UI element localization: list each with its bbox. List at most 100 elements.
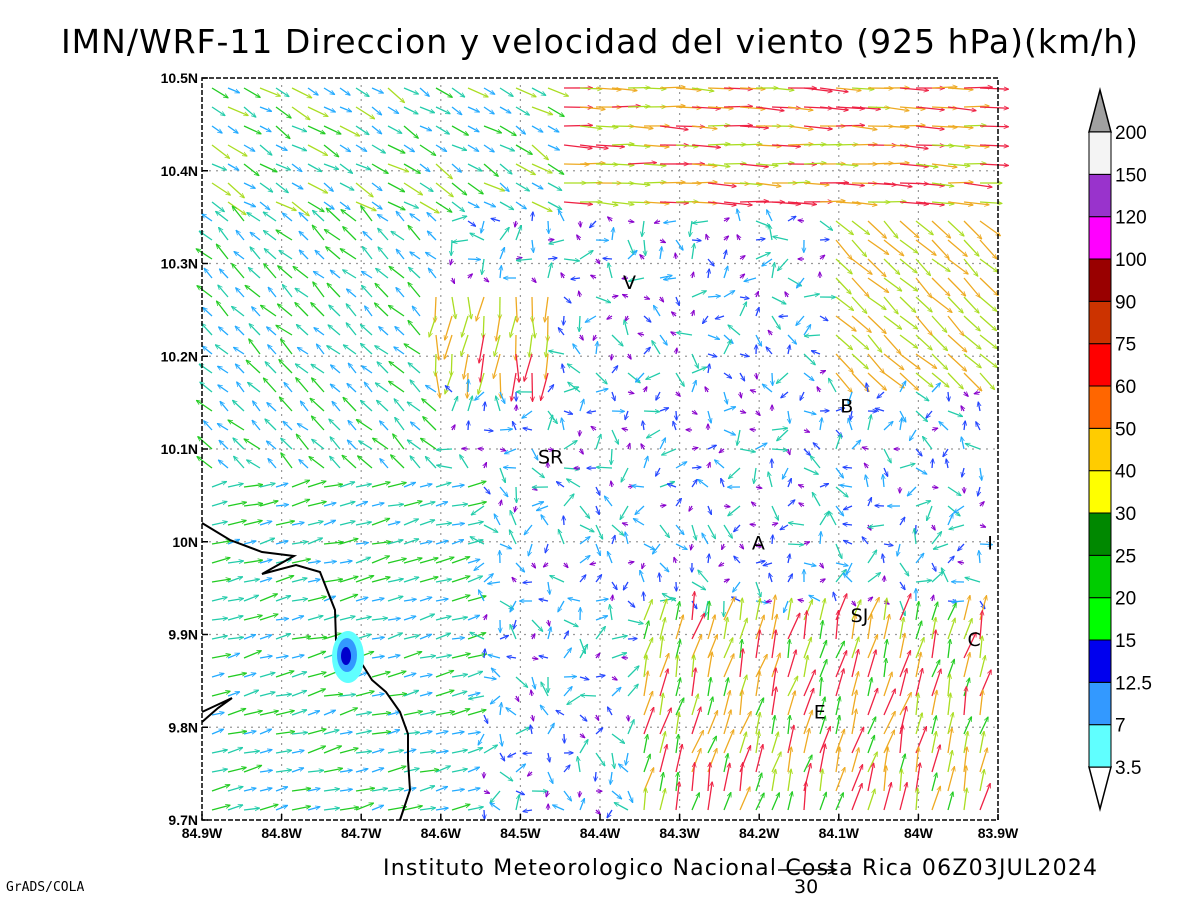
wind-vector xyxy=(625,315,628,321)
place-label: A xyxy=(752,533,765,555)
wind-vector xyxy=(339,694,356,696)
wind-vector xyxy=(851,637,859,659)
y-tick-label: 10.4N xyxy=(161,163,198,179)
wind-vector xyxy=(371,482,390,488)
x-tick-label: 84.3W xyxy=(659,825,700,841)
wind-vector xyxy=(965,577,981,583)
wind-vector xyxy=(739,183,762,185)
wind-vector xyxy=(296,325,309,336)
wind-vector xyxy=(452,277,454,283)
wind-vector xyxy=(723,678,728,697)
wind-vector xyxy=(558,210,565,222)
wind-vector xyxy=(771,523,778,525)
wind-vector xyxy=(218,385,229,393)
wind-vector xyxy=(611,353,612,360)
wind-vector xyxy=(664,221,677,223)
wind-vector xyxy=(348,363,357,374)
wind-vector xyxy=(579,740,588,754)
wind-vector xyxy=(219,227,229,241)
wind-vector xyxy=(835,258,852,274)
wind-vector xyxy=(771,145,800,147)
wind-vector xyxy=(211,713,224,715)
wind-vector xyxy=(494,514,501,526)
wind-vector xyxy=(483,163,498,176)
wind-vector xyxy=(481,220,485,233)
wind-vector xyxy=(264,249,277,260)
wind-vector xyxy=(579,291,580,298)
wind-vector xyxy=(323,710,335,716)
wind-vector xyxy=(931,745,940,773)
wind-vector xyxy=(219,440,229,450)
wind-vector xyxy=(435,182,453,197)
wind-vector xyxy=(423,417,437,431)
wind-vector xyxy=(275,770,291,772)
wind-vector xyxy=(947,296,963,313)
wind-vector xyxy=(299,250,309,260)
wind-vector xyxy=(275,619,288,620)
wind-vector xyxy=(515,562,525,572)
wind-vector xyxy=(387,671,406,678)
wind-vector xyxy=(624,320,629,336)
wind-vector xyxy=(403,690,419,697)
wind-vector xyxy=(373,438,389,450)
wind-vector xyxy=(509,530,517,545)
wind-vector xyxy=(708,554,709,564)
wind-vector xyxy=(371,713,391,715)
wind-vector xyxy=(499,429,512,430)
wind-vector xyxy=(394,347,405,355)
wind-vector xyxy=(452,425,455,431)
wind-vector xyxy=(659,106,685,107)
wind-vector xyxy=(374,303,389,317)
wind-vector xyxy=(963,619,972,640)
wind-vector xyxy=(979,164,1008,165)
wind-vector xyxy=(883,672,892,697)
wind-vector xyxy=(375,283,389,298)
wind-vector xyxy=(573,344,581,355)
wind-vector xyxy=(323,163,339,169)
wind-vector xyxy=(627,145,650,147)
wind-vector xyxy=(579,790,580,797)
wind-vector xyxy=(596,505,599,515)
wind-vector xyxy=(323,144,339,157)
wind-vector xyxy=(729,467,741,479)
wind-vector xyxy=(847,562,853,574)
wind-vector xyxy=(676,348,677,355)
wind-vector xyxy=(820,677,822,697)
colorbar-label: 7 xyxy=(1115,716,1126,737)
wind-vector xyxy=(723,340,731,355)
software-credit: GrADS/COLA xyxy=(6,880,85,895)
wind-vector xyxy=(515,505,516,512)
wind-vector xyxy=(371,732,391,734)
wind-vector xyxy=(899,651,912,678)
wind-vector xyxy=(947,410,963,416)
wind-vector xyxy=(346,304,357,317)
wind-vector xyxy=(835,87,861,91)
wind-vector xyxy=(563,516,564,526)
wind-vector xyxy=(675,698,684,716)
wind-vector xyxy=(511,421,517,431)
colorbar-swatch xyxy=(1088,131,1112,175)
wind-vector xyxy=(788,345,790,355)
wind-vector xyxy=(633,519,645,526)
wind-vector xyxy=(244,439,261,450)
wind-vector xyxy=(435,483,451,488)
wind-vector xyxy=(782,467,789,479)
wind-vector xyxy=(819,599,825,621)
wind-vector xyxy=(979,372,995,390)
wind-vector xyxy=(883,689,895,716)
wind-vector xyxy=(451,396,458,412)
wind-vector xyxy=(199,231,213,241)
wind-vector xyxy=(299,460,309,469)
wind-vector xyxy=(691,524,696,540)
wind-vector xyxy=(428,268,437,279)
wind-vector xyxy=(675,498,681,507)
wind-vector xyxy=(347,440,357,450)
wind-vector xyxy=(483,315,484,338)
wind-vector xyxy=(835,239,852,260)
wind-vector xyxy=(259,711,278,716)
wind-vector xyxy=(750,390,757,392)
wind-vector xyxy=(852,600,856,606)
wind-vector xyxy=(820,562,823,568)
wind-vector xyxy=(915,353,937,368)
wind-vector xyxy=(915,668,923,697)
